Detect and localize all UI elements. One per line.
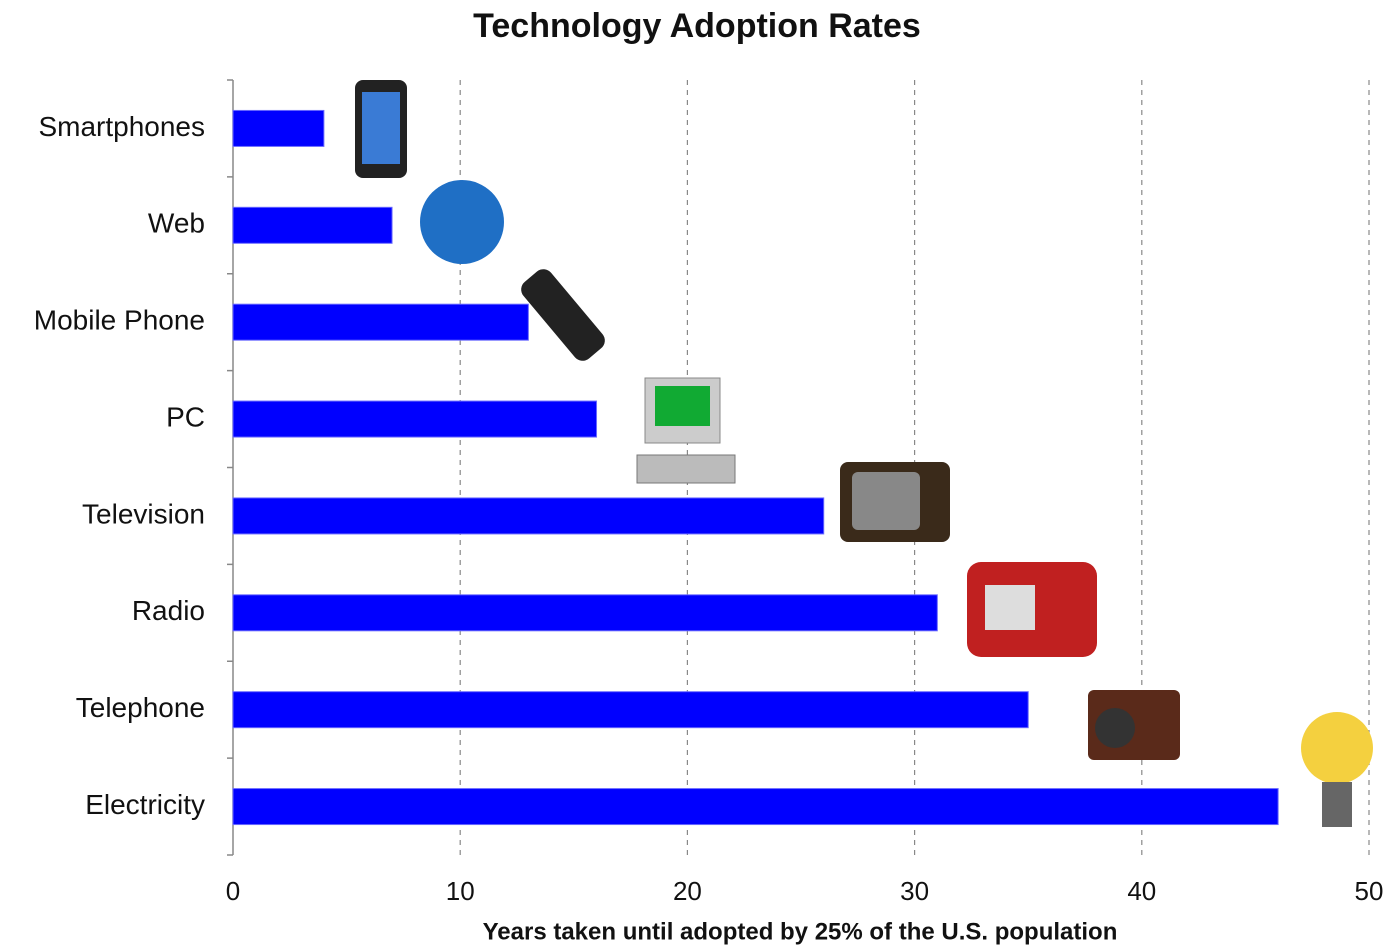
smartphone-screen	[362, 92, 400, 164]
x-tick-label: 50	[1355, 876, 1384, 906]
y-tick-label: Radio	[132, 595, 205, 626]
pc-screen	[655, 386, 710, 426]
y-tick-label: Mobile Phone	[34, 305, 205, 336]
telephone-dial	[1095, 708, 1135, 748]
bar	[232, 497, 825, 535]
y-tick-label: Electricity	[85, 789, 205, 820]
bar	[232, 788, 1279, 826]
radio-dial	[985, 585, 1035, 630]
y-tick-label: Web	[148, 208, 205, 239]
lightbulb-icon	[1301, 712, 1373, 784]
bar	[232, 400, 598, 438]
x-tick-label: 30	[900, 876, 929, 906]
tv-screen	[852, 472, 920, 530]
chart-title: Technology Adoption Rates	[473, 7, 921, 45]
bar	[232, 691, 1029, 729]
y-tick-label: Smartphones	[38, 111, 205, 142]
lightbulb-base	[1322, 782, 1352, 827]
y-tick-label: Telephone	[76, 692, 205, 723]
globe-icon	[420, 180, 504, 264]
x-tick-label: 0	[226, 876, 240, 906]
x-tick-label: 10	[446, 876, 475, 906]
bar	[232, 303, 529, 341]
x-axis-label: Years taken until adopted by 25% of the …	[483, 918, 1118, 945]
pc-keyboard-icon	[636, 454, 736, 484]
mobile-phone-icon	[521, 269, 605, 361]
x-tick-label: 20	[673, 876, 702, 906]
y-tick-label: Television	[82, 498, 205, 529]
bar	[232, 594, 938, 632]
x-tick-label: 40	[1127, 876, 1156, 906]
y-tick-label: PC	[166, 401, 205, 432]
decorative-icons	[355, 80, 1373, 827]
bar	[232, 109, 325, 147]
bar	[232, 206, 393, 244]
